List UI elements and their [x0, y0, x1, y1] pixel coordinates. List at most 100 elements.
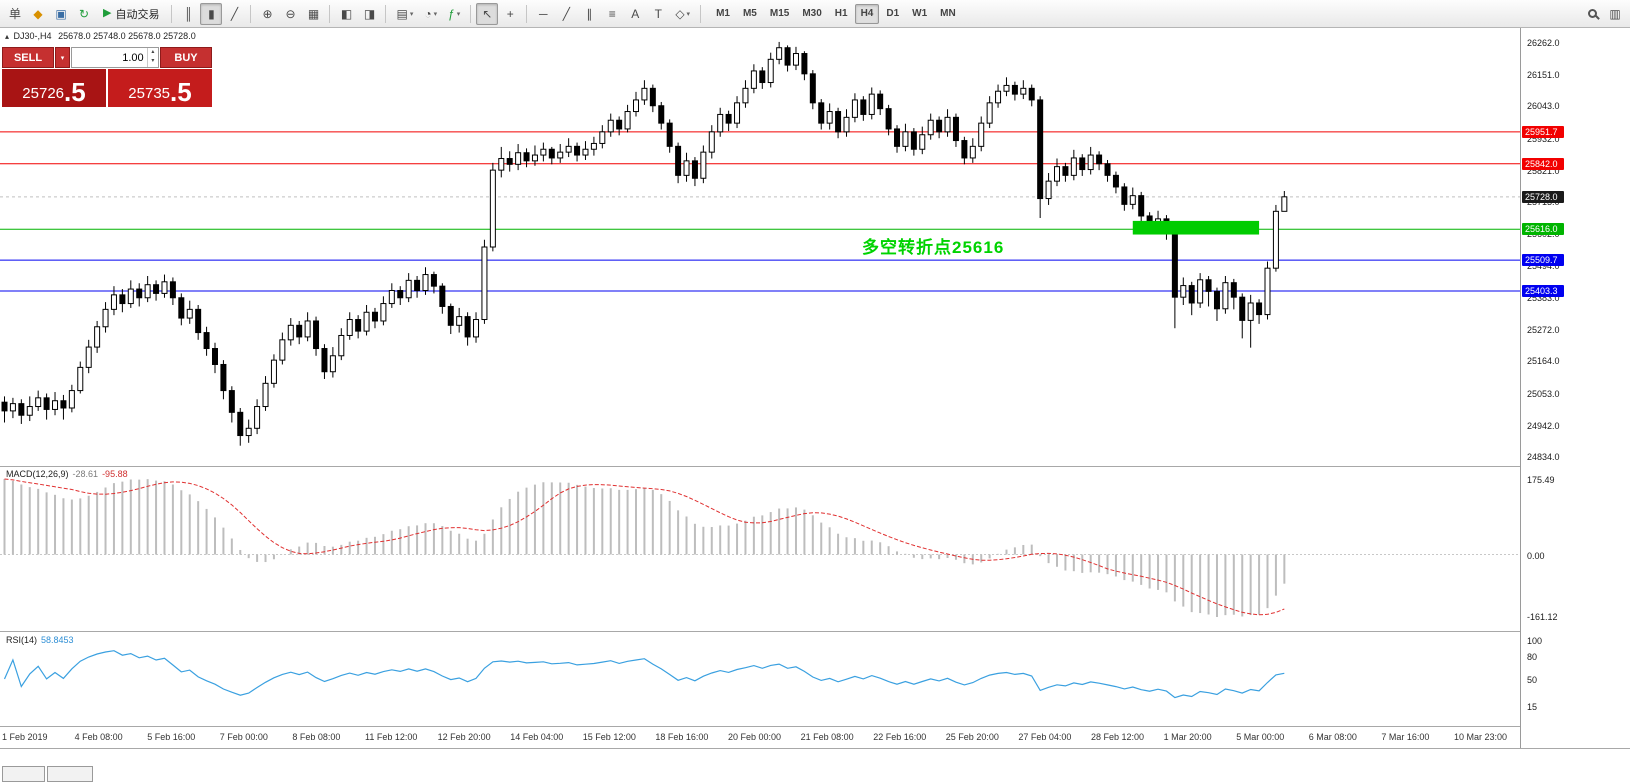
- market-watch-button[interactable]: ◆: [27, 3, 49, 25]
- pivot-annotation[interactable]: 多空转折点25616: [862, 238, 1005, 257]
- channel-tool-button[interactable]: ∥: [578, 3, 600, 25]
- toolbar-separator: [700, 4, 702, 23]
- shapes-tool-button[interactable]: ◇ ▾: [670, 3, 695, 25]
- macd-panel[interactable]: [0, 467, 1520, 631]
- panel-separator[interactable]: [0, 466, 1630, 467]
- candlestick-button[interactable]: ▮: [200, 2, 223, 25]
- indicators-button[interactable]: ƒ ▾: [443, 3, 465, 25]
- sell-price-frac: .5: [64, 77, 86, 107]
- search-button[interactable]: [1581, 3, 1603, 25]
- tile-windows-icon: ▦: [307, 6, 320, 21]
- time-axis-label: 4 Feb 08:00: [74, 732, 123, 742]
- tile-windows-button[interactable]: ▦: [302, 3, 324, 25]
- price-chart[interactable]: [0, 28, 1520, 466]
- macd-indicator-label: MACD(12,26,9) -28.61 -95.88: [6, 469, 128, 479]
- profiles-button[interactable]: ◔ ▾: [419, 3, 442, 25]
- macd-axis-zero: 0.00: [1527, 550, 1545, 561]
- bottom-tab-1[interactable]: [2, 766, 45, 782]
- cursor-icon: ↖: [482, 6, 493, 21]
- zoom-out-button[interactable]: ⊖: [279, 3, 301, 25]
- order-type-dropdown[interactable]: ▾: [55, 47, 70, 68]
- toolbar-separator: [385, 4, 387, 23]
- toolbar-separator: [526, 4, 528, 23]
- rsi-panel[interactable]: [0, 632, 1520, 726]
- buy-price-panel[interactable]: 25735.5: [108, 69, 212, 107]
- time-axis[interactable]: 1 Feb 2019 4 Feb 08:00 5 Feb 16:00 7 Feb 00…: [0, 727, 1520, 748]
- arrange-right-icon: ◨: [363, 6, 376, 21]
- rsi-name: RSI(14): [6, 635, 38, 645]
- price-tick-label: 26262.0: [1527, 37, 1560, 48]
- navigator-button[interactable]: ▣: [50, 3, 72, 25]
- sell-button[interactable]: SELL: [2, 47, 54, 68]
- timeframe-button[interactable]: H1: [829, 4, 854, 24]
- hline-price-label: 25951.7: [1522, 125, 1564, 138]
- timeframe-button[interactable]: M30: [796, 4, 827, 24]
- current-price-label: 25728.0: [1522, 190, 1564, 203]
- time-axis-label: 27 Feb 04:00: [1018, 732, 1072, 742]
- price-axis[interactable]: 26262.026151.026043.025932.025821.025713…: [1521, 28, 1630, 748]
- volume-up-icon[interactable]: ▴: [151, 49, 155, 55]
- bar-chart-icon: ║: [184, 6, 193, 21]
- time-axis-label: 8 Feb 08:00: [292, 732, 341, 742]
- panel-separator[interactable]: [0, 631, 1630, 632]
- timeframe-button[interactable]: MN: [934, 4, 962, 24]
- top-toolbar: 单 ◆ ▣ ↻ ▶ 自动交易 ║ ▮ ╱ ⊕ ⊖ ▦ ◧ ◨ ▤ ▾ ◔ ▾ ƒ ▾ …: [0, 0, 1630, 28]
- time-axis-label: 28 Feb 12:00: [1091, 732, 1145, 742]
- volume-input[interactable]: [72, 48, 147, 67]
- volume-field: ▴▾: [71, 47, 159, 68]
- window-list-button[interactable]: ▥: [1604, 3, 1626, 25]
- hline-price-label: 25403.3: [1522, 285, 1564, 297]
- highlight-zone[interactable]: [1132, 220, 1260, 235]
- timeframe-button[interactable]: D1: [880, 4, 905, 24]
- line-chart-icon: ╱: [230, 6, 239, 21]
- timeframe-toolbar: M1 M5 M15 M30 H1 H4 D1 W1 MN: [710, 3, 962, 24]
- new-chart-icon: ▤: [396, 6, 408, 21]
- time-axis-label: 5 Feb 16:00: [147, 732, 196, 742]
- new-chart-button[interactable]: ▤ ▾: [391, 3, 418, 25]
- sell-price-panel[interactable]: 25726.5: [2, 69, 106, 107]
- label-tool-button[interactable]: T: [647, 3, 669, 25]
- crosshair-tool-button[interactable]: +: [499, 3, 521, 25]
- trendline-tool-button[interactable]: ╱: [555, 3, 577, 25]
- label-tool-icon: T: [654, 6, 662, 21]
- macd-signal-line: [4, 478, 1285, 616]
- market-watch-icon: ◆: [33, 6, 43, 21]
- refresh-icon: ↻: [78, 6, 90, 21]
- buy-price-frac: .5: [170, 77, 192, 107]
- arrange-left-button[interactable]: ◧: [335, 3, 357, 25]
- macd-axis-min: -161.12: [1527, 612, 1558, 622]
- horizontal-line-tool-button[interactable]: ─: [532, 3, 554, 25]
- channel-icon: ∥: [586, 6, 593, 21]
- timeframe-button[interactable]: M5: [737, 4, 763, 24]
- play-icon: ▶: [103, 7, 112, 19]
- autotrade-label: 自动交易: [115, 8, 160, 21]
- fibonacci-tool-button[interactable]: ≡: [601, 3, 623, 25]
- new-order-button[interactable]: 单: [4, 3, 26, 25]
- autotrade-button[interactable]: ▶ 自动交易: [96, 3, 166, 25]
- zoom-in-button[interactable]: ⊕: [256, 3, 278, 25]
- cursor-tool-button[interactable]: ↖: [476, 2, 499, 25]
- macd-main-value: -28.61: [72, 469, 99, 479]
- macd-axis-max: 175.49: [1527, 475, 1555, 485]
- volume-down-icon[interactable]: ▾: [151, 58, 155, 64]
- time-axis-label: 22 Feb 16:00: [873, 732, 927, 742]
- rsi-indicator-label: RSI(14) 58.8453: [6, 635, 74, 645]
- timeframe-button[interactable]: H4: [854, 3, 880, 24]
- line-chart-button[interactable]: ╱: [223, 3, 245, 25]
- time-axis-label: 10 Mar 23:00: [1454, 732, 1508, 742]
- toolbar-separator: [470, 4, 472, 23]
- time-axis-label: 1 Mar 20:00: [1163, 732, 1212, 742]
- rsi-axis-label: 50: [1527, 675, 1538, 685]
- price-tick-label: 25053.0: [1527, 388, 1560, 399]
- hline-price-label: 25842.0: [1522, 157, 1564, 170]
- timeframe-button[interactable]: W1: [906, 4, 933, 24]
- text-tool-button[interactable]: A: [624, 3, 646, 25]
- buy-button[interactable]: BUY: [160, 47, 212, 68]
- timeframe-button[interactable]: M15: [764, 4, 795, 24]
- arrange-right-button[interactable]: ◨: [358, 3, 380, 25]
- timeframe-button[interactable]: M1: [710, 4, 736, 24]
- bar-chart-button[interactable]: ║: [177, 3, 199, 25]
- macd-name: MACD(12,26,9): [6, 469, 69, 479]
- bottom-tab-2[interactable]: [47, 766, 93, 782]
- refresh-button[interactable]: ↻: [73, 3, 95, 25]
